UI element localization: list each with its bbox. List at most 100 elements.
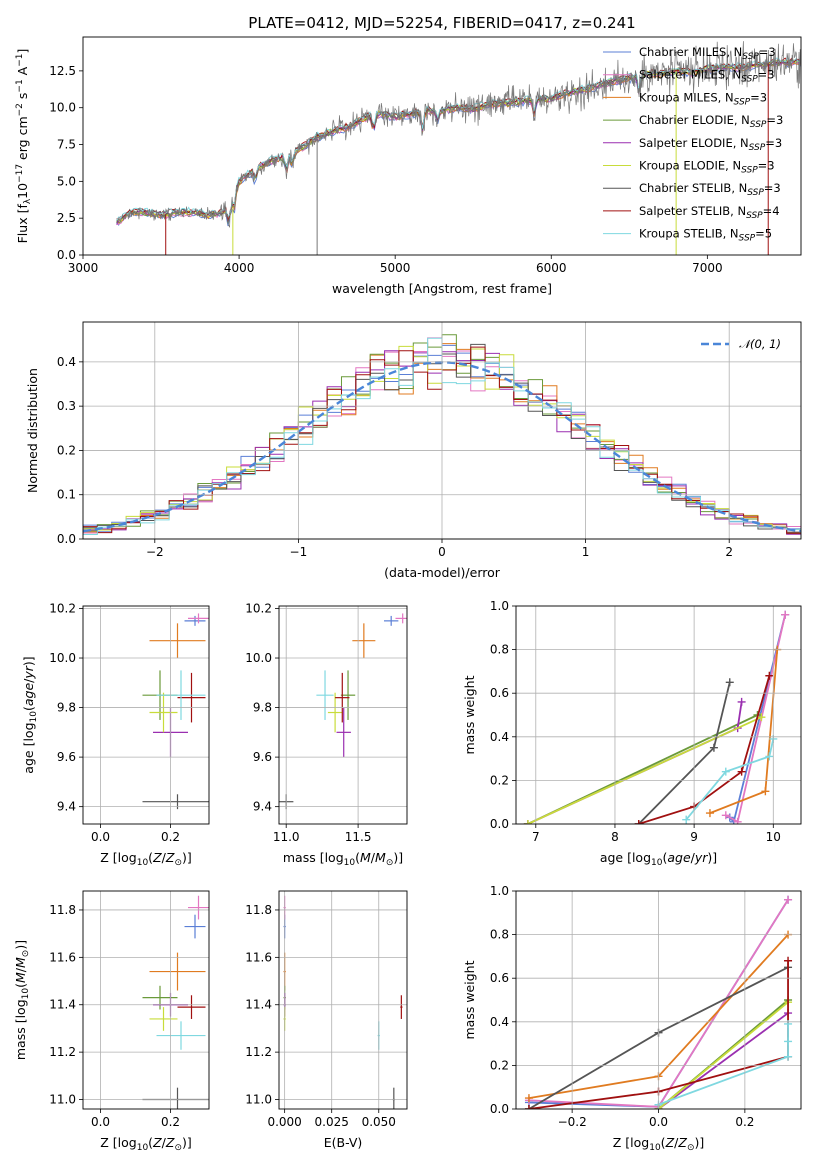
age-vs-mass-xtick-label: 11.0 [273,830,300,844]
spectrum-xtick-label: 6000 [536,261,567,275]
mass-vs-Z-ytick-label: 11.4 [49,998,76,1012]
weights-chabrier-stelib-marker [725,678,734,687]
residuals-xtick-label: 2 [725,545,733,559]
mass-vs-EBV-frame [278,890,408,1110]
age-vs-mass-ytick-label: 9.8 [253,701,272,715]
weights-kroupa-stelib-line [685,738,775,821]
spectrum-ytick-label: 0.0 [57,248,76,262]
weights-kroupa-stelib-line [658,1023,789,1106]
weights-salpeter-miles-marker [733,817,742,824]
weights-kroupa-stelib-marker [784,1019,793,1028]
weights-salpeter-stelib-marker [765,671,774,680]
residuals-ytick-label: 0.1 [57,488,76,502]
weights-salpeter-stelib-marker [634,820,643,824]
massweight-vs-age-ylabel: mass weight [462,675,477,754]
massweight-vs-Z-frame [515,890,802,1110]
weights-kroupa-miles-marker [524,1094,533,1103]
weights-salpeter-stelib-marker [784,956,793,965]
massweight-vs-Z-xtick-label: −0.2 [558,1115,587,1129]
weights-salpeter-elodie-line [657,1012,789,1109]
massweight-vs-Z-ytick-label: 1.0 [490,884,509,898]
residuals-xtick-label: −1 [290,545,308,559]
massweight-vs-age-xtick-label: 7 [532,830,540,844]
spectrum-xlabel: wavelength [Angstrom, rest frame] [332,281,552,296]
spectrum-xtick-label: 4000 [224,261,255,275]
mass-vs-Z-ylabel: mass [log10(M/M⊙)] [13,940,31,1060]
weights-kroupa-miles-marker [705,809,714,818]
legend-label: Chabrier STELIB, NSSP=3 [639,181,781,198]
massweight-vs-Z-ytick-label: 0.0 [490,1102,509,1116]
weights-salpeter-miles-marker [784,895,793,904]
mass-vs-Z-xlabel: Z [log10(Z/Z⊙)] [100,1135,192,1153]
mass-vs-Z-frame [82,890,210,1110]
weights-salpeter-stelib-marker [524,1105,533,1109]
legend-label: Kroupa MILES, NSSP=3 [639,90,767,107]
residuals-panel: −2 −1 0 1 2 0.0 0.1 0.2 0.3 0.4 (data-model)/error… [25,321,802,580]
mass-vs-Z-ytick-label: 11.8 [49,903,76,917]
massweight-vs-Z-ytick-label: 0.4 [490,1015,509,1029]
weights-chabrier-stelib-marker [709,743,718,752]
age-vs-Z-panel: 0.0 0.2 9.4 9.6 9.8 10.0 10.2 Z [log10(Z/Z⊙)] ag… [21,601,210,868]
legend-label: Salpeter STELIB, NSSP=4 [639,204,780,221]
mass-vs-EBV-xtick-label: 0.050 [362,1115,396,1129]
massweight-vs-age-ytick-label: 0.6 [490,686,509,700]
residuals-ytick-label: 0.2 [57,443,76,457]
massweight-vs-Z-xtick-label: 0.0 [649,1115,668,1129]
age-vs-mass-ytick-label: 9.4 [253,800,272,814]
weights-kroupa-stelib-marker [765,752,774,761]
massweight-vs-Z-xlabel: Z [log10(Z/Z⊙)] [613,1135,705,1153]
mass-vs-EBV-ytick-label: 11.6 [245,950,272,964]
spectrum-panel: 3000 4000 5000 6000 7000 0.0 2.5 5.0 7.5 10.0 12.5… [15,36,802,296]
weights-salpeter-miles-marker [781,610,790,619]
mass-vs-Z-ytick-label: 11.0 [49,1093,76,1107]
massweight-vs-Z-ytick-label: 0.8 [490,928,509,942]
spectrum-ytick-label: 10.0 [49,101,76,115]
residuals-ytick-label: 0.0 [57,532,76,546]
weights-kroupa-elodie-line [657,1001,789,1109]
massweight-vs-Z-ytick-label: 0.6 [490,971,509,985]
legend-label: Chabrier ELODIE, NSSP=3 [639,113,783,130]
legend-label: Salpeter ELODIE, NSSP=3 [639,136,782,153]
spectrum-ytick-label: 5.0 [57,174,76,188]
weights-kroupa-miles-marker [761,787,770,796]
weights-salpeter-elodie-marker [737,697,746,706]
age-vs-Z-xtick-label: 0.0 [91,830,110,844]
residuals-xtick-label: 0 [438,545,446,559]
massweight-vs-Z-panel: −0.2 0.0 0.2 0.0 0.2 0.4 0.6 0.8 1.0 Z [log10(Z/Z… [462,884,802,1153]
massweight-vs-age-xtick-label: 10 [766,830,781,844]
age-vs-Z-ytick-label: 10.2 [49,601,76,615]
massweight-vs-age-frame [515,605,802,825]
massweight-vs-age-ytick-label: 1.0 [490,599,509,613]
age-vs-Z-ytick-label: 9.6 [57,750,76,764]
mass-vs-EBV-ytick-label: 11.8 [245,903,272,917]
massweight-vs-age-ytick-label: 0.2 [490,773,509,787]
spectrum-ytick-label: 12.5 [49,64,76,78]
page-title: PLATE=0412, MJD=52254, FIBERID=0417, z=0… [248,14,635,32]
age-vs-mass-ytick-label: 10.0 [245,651,272,665]
weights-kroupa-stelib-marker [784,1037,793,1046]
residuals-ytick-label: 0.4 [57,355,76,369]
weights-kroupa-elodie-marker [523,820,532,824]
weights-salpeter-stelib-line [638,675,771,824]
massweight-vs-age-xtick-label: 8 [611,830,619,844]
mass-vs-EBV-panel: 0.000 0.025 0.050 11.0 11.2 11.4 11.6 11.8 E(B-V… [245,890,408,1150]
spectrum-ylabel: Flux [fλ10−17 erg cm−2 s−1 A−1] [15,49,33,244]
age-vs-mass-ytick-label: 10.2 [245,601,272,615]
residuals-xtick-label: −2 [146,545,164,559]
age-vs-Z-ylabel: age [log10(age/yr)] [21,656,39,773]
mass-vs-EBV-ytick-label: 11.4 [245,998,272,1012]
mass-vs-Z-xtick-label: 0.2 [161,1115,180,1129]
massweight-vs-age-xlabel: age [log10(age/yr)] [600,850,717,868]
weights-salpeter-stelib-line [528,960,789,1109]
mass-vs-Z-ytick-label: 11.2 [49,1045,76,1059]
legend-label: Kroupa ELODIE, NSSP=3 [639,159,775,176]
spectrum-frame [82,36,802,256]
mass-vs-EBV-xtick-label: 0.000 [267,1115,301,1129]
spectrum-ytick-label: 7.5 [57,138,76,152]
massweight-vs-age-ytick-label: 0.4 [490,730,509,744]
legend-label: Chabrier MILES, NSSP=3 [639,45,776,62]
massweight-vs-age-panel: 7 8 9 10 0.0 0.2 0.4 0.6 0.8 1.0 age [log10(age/yr… [462,599,802,868]
mass-vs-Z-ytick-label: 11.6 [49,950,76,964]
massweight-vs-age-ytick-label: 0.8 [490,643,509,657]
